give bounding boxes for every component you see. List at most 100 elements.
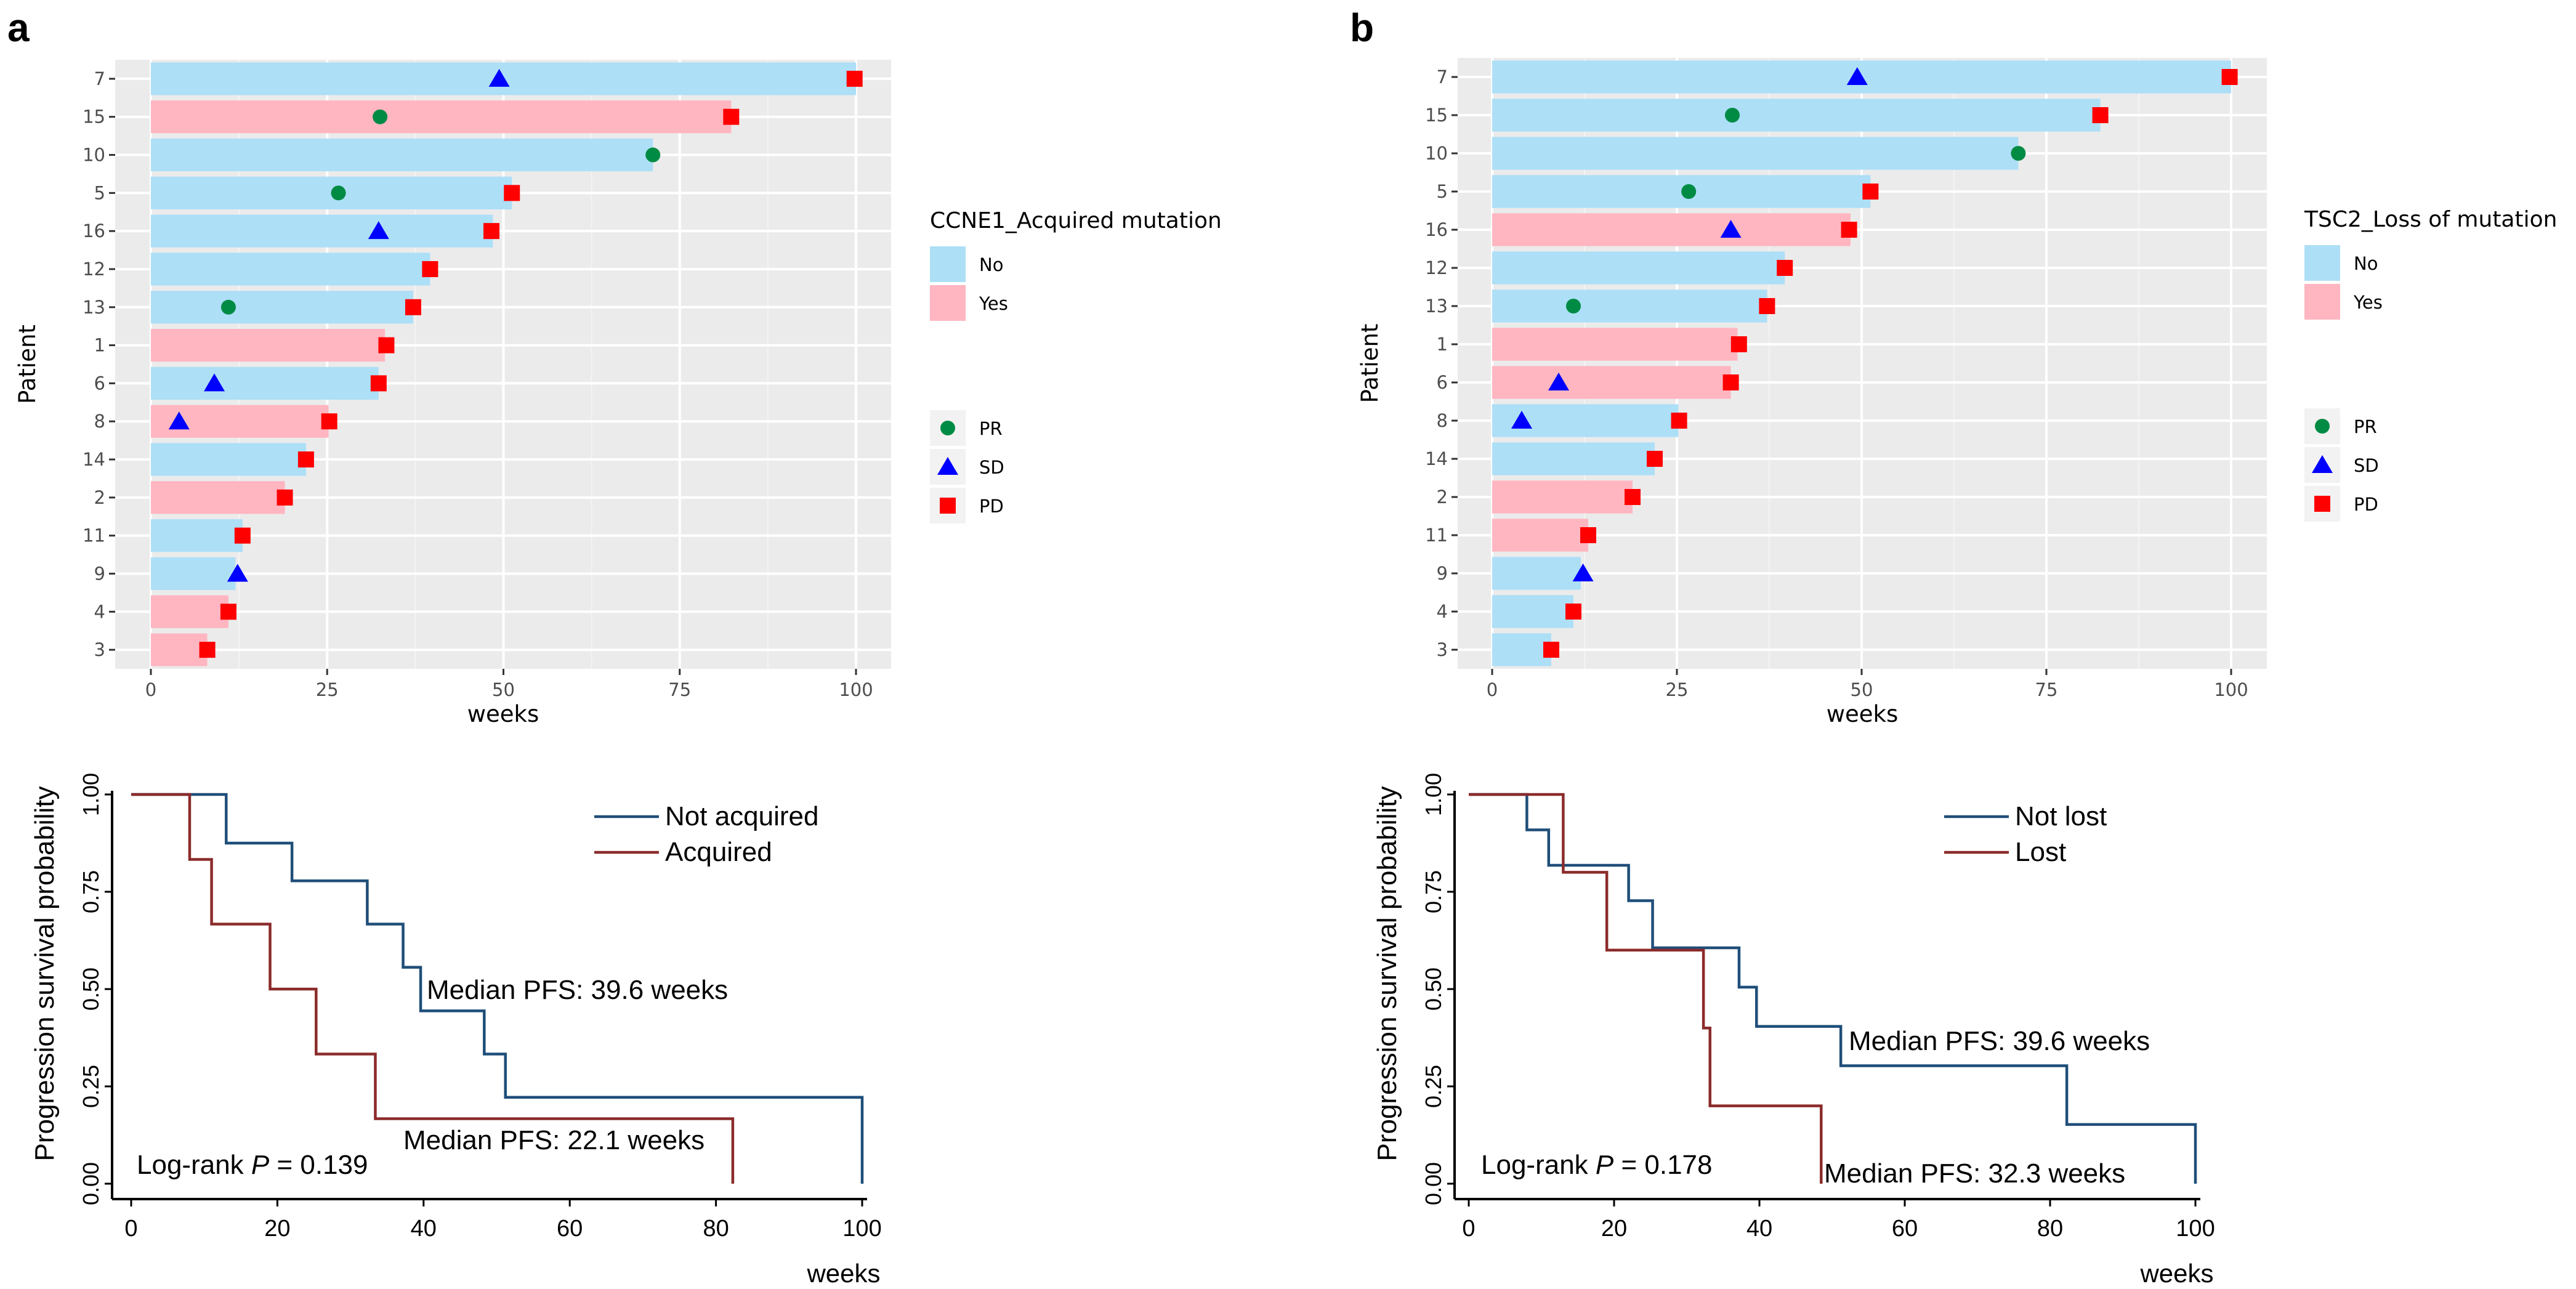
marker-pd-patient-5 [504,185,520,201]
y-tick-label: 1.00 [1421,773,1446,816]
legend-label: SD [2354,455,2379,476]
marker-pd-patient-8 [321,413,337,430]
logrank-p: P [1596,1150,1614,1180]
y-tick-label: 14 [1425,448,1448,469]
bar-patient-3 [1492,633,1551,666]
bar-patient-6 [1492,366,1731,399]
logrank-prefix: Log-rank [137,1150,251,1180]
y-tick-label: 1 [94,335,105,356]
y-tick-label: 11 [83,525,105,546]
y-axis-title: Progression survival probability [30,786,60,1162]
legend-label: Yes [979,293,1008,314]
y-tick-label: 16 [83,220,105,241]
marker-pd-patient-12 [422,261,438,277]
marker-pd-patient-5 [1862,184,1879,200]
km-plot-a: 0 20 40 60 80 100 0.00 0.25 0.50 0.75 1.00 weeks Pro… [30,773,882,1288]
legend-marker-pd [2314,496,2330,512]
marker-pr-patient-10 [645,147,661,163]
x-tick-label: 0 [1487,679,1498,700]
x-tick-label: 0 [145,679,156,700]
legend-label: SD [979,457,1004,478]
y-tick-label: 12 [1425,257,1448,278]
legend-label: PD [979,496,1004,517]
x-tick-label: 20 [264,1216,290,1242]
x-tick-label: 0 [1462,1216,1475,1242]
marker-pd-patient-2 [277,489,293,506]
legend-marker-sd [2312,455,2333,473]
bar-patient-2 [1492,480,1633,514]
x-axis-title: weeks [1827,701,1899,727]
x-tick-label: 60 [1892,1216,1918,1242]
logrank-value: = 0.178 [1613,1150,1712,1180]
y-tick-label: 12 [83,259,105,280]
legend-label: Not acquired [665,801,818,831]
median-pfs-annotation: Median PFS: 32.3 weeks [1824,1158,2125,1189]
marker-pd-patient-16 [1841,222,1857,238]
median-pfs-annotation: Median PFS: 39.6 weeks [427,975,728,1005]
y-tick-label: 15 [1425,105,1448,126]
y-tick-label: 14 [83,449,105,470]
y-tick-label: 11 [1425,525,1448,546]
y-tick-label: 0.25 [1421,1065,1446,1108]
legend-marker-pr [2315,419,2330,434]
legend-label: Acquired [665,837,772,867]
marker-pd-patient-14 [1647,451,1663,467]
y-tick-label: 9 [94,563,105,584]
marker-sd-patient-7 [488,68,510,87]
bar-patient-9 [1492,557,1581,590]
marker-pd-patient-7 [2221,69,2238,85]
y-tick-label: 0.75 [78,870,103,913]
bar-patient-13 [1492,289,1767,323]
marker-legend: PR SD PD [930,410,1004,523]
marker-pr-patient-15 [373,109,388,124]
median-pfs-annotation: Median PFS: 22.1 weeks [403,1125,705,1155]
marker-pd-patient-15 [2092,107,2109,123]
y-tick-label: 10 [1425,143,1448,164]
y-tick-label: 5 [1437,181,1448,202]
bar-patient-11 [1492,519,1588,552]
y-axis-title: Progression survival probability [1372,786,1402,1162]
marker-pd-patient-3 [199,642,216,658]
marker-pd-patient-1 [1730,336,1747,352]
marker-pr-patient-13 [1566,299,1581,313]
marker-pd-patient-14 [297,451,314,468]
bar-patient-13 [151,291,413,324]
legend-label: PR [2354,416,2377,437]
y-tick-label: 15 [83,107,105,127]
bar-patient-9 [151,557,236,591]
legend-key-no [2304,245,2340,281]
x-axis-title: weeks [806,1259,880,1288]
y-tick-label: 0.00 [1421,1162,1446,1205]
marker-sd-patient-16 [368,221,389,240]
km-legend: Not acquired Acquired [594,801,818,867]
y-tick-label: 0.00 [78,1162,103,1205]
km-curve-not-acquired [131,793,864,1184]
y-tick-label: 16 [1425,219,1448,240]
y-tick-label: 0.75 [1421,870,1446,913]
y-tick-label: 7 [1437,67,1448,87]
marker-pr-patient-13 [220,299,236,315]
marker-pd-patient-3 [1543,642,1559,658]
legend-label: Not lost [2015,801,2107,831]
marker-sd-patient-9 [227,564,248,582]
y-tick-label: 9 [1437,563,1448,584]
y-tick-label: 1.00 [78,773,103,816]
bar-patient-3 [151,633,208,666]
x-tick-label: 40 [1746,1216,1772,1242]
y-tick-label: 0.50 [78,968,103,1011]
logrank-prefix: Log-rank [1481,1150,1596,1180]
y-tick-label: 8 [1437,410,1448,431]
y-tick-label: 4 [1437,601,1448,622]
bar-patient-1 [151,329,386,362]
median-pfs-annotation: Median PFS: 39.6 weeks [1849,1026,2150,1056]
x-tick-label: 25 [1666,679,1689,700]
bar-patient-16 [1492,213,1851,246]
marker-sd-patient-6 [1548,373,1569,390]
marker-pr-patient-5 [1681,184,1697,199]
marker-pd-patient-11 [234,527,251,544]
legend-marker-pd [940,498,956,514]
marker-pr-patient-10 [2011,146,2026,161]
marker-pd-patient-13 [405,299,421,315]
km-curve-lost [1469,793,1823,1184]
